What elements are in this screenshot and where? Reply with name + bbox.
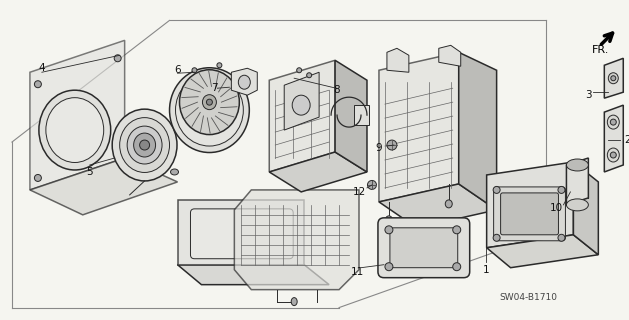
Ellipse shape [170, 169, 179, 175]
Polygon shape [604, 58, 623, 98]
Text: 3: 3 [585, 90, 592, 100]
Ellipse shape [610, 152, 616, 158]
Bar [354, 105, 369, 125]
Polygon shape [567, 158, 588, 205]
Text: FR.: FR. [593, 45, 610, 55]
Text: 9: 9 [376, 143, 382, 153]
Ellipse shape [120, 118, 170, 172]
Text: 5: 5 [86, 167, 93, 177]
Ellipse shape [203, 95, 216, 110]
Ellipse shape [140, 140, 150, 150]
Text: 4: 4 [38, 63, 45, 73]
Polygon shape [177, 200, 304, 265]
Ellipse shape [114, 148, 121, 156]
Polygon shape [379, 52, 459, 202]
Ellipse shape [610, 119, 616, 125]
Ellipse shape [608, 73, 618, 84]
Ellipse shape [453, 263, 460, 271]
Ellipse shape [608, 148, 620, 162]
FancyBboxPatch shape [501, 193, 559, 235]
FancyBboxPatch shape [191, 209, 293, 259]
Ellipse shape [558, 187, 565, 193]
Ellipse shape [307, 73, 311, 78]
Ellipse shape [35, 81, 42, 88]
Text: 11: 11 [350, 267, 364, 277]
Polygon shape [487, 235, 598, 268]
Polygon shape [335, 60, 367, 172]
Polygon shape [30, 40, 125, 190]
Ellipse shape [127, 126, 162, 164]
Ellipse shape [567, 159, 588, 171]
Ellipse shape [114, 55, 121, 62]
Polygon shape [284, 72, 319, 130]
FancyBboxPatch shape [390, 228, 458, 268]
Ellipse shape [385, 263, 393, 271]
Polygon shape [231, 68, 257, 95]
Polygon shape [235, 190, 359, 290]
Ellipse shape [611, 76, 616, 81]
Ellipse shape [453, 226, 460, 234]
Ellipse shape [445, 200, 452, 208]
Ellipse shape [493, 187, 500, 193]
Ellipse shape [493, 234, 500, 241]
Text: 10: 10 [550, 203, 563, 213]
Ellipse shape [567, 199, 588, 211]
Ellipse shape [35, 174, 42, 181]
Text: 7: 7 [211, 83, 218, 93]
Polygon shape [269, 60, 335, 172]
Polygon shape [269, 152, 367, 192]
Polygon shape [379, 184, 497, 228]
Ellipse shape [386, 216, 392, 224]
Ellipse shape [39, 90, 111, 170]
Ellipse shape [367, 180, 376, 189]
Text: 2: 2 [624, 135, 629, 145]
Text: 12: 12 [352, 187, 365, 197]
Polygon shape [459, 52, 497, 210]
Text: 6: 6 [174, 65, 181, 75]
Text: 8: 8 [333, 85, 340, 95]
Text: 1: 1 [482, 265, 489, 275]
Ellipse shape [385, 226, 393, 234]
Polygon shape [604, 105, 623, 172]
Polygon shape [439, 45, 460, 66]
Ellipse shape [291, 298, 297, 306]
FancyBboxPatch shape [378, 218, 470, 278]
Polygon shape [574, 162, 598, 255]
Ellipse shape [608, 115, 620, 129]
Ellipse shape [387, 140, 397, 150]
Ellipse shape [179, 70, 240, 135]
Ellipse shape [170, 68, 249, 153]
Polygon shape [487, 162, 574, 248]
Polygon shape [177, 265, 329, 285]
Polygon shape [387, 48, 409, 72]
Ellipse shape [206, 99, 213, 105]
Ellipse shape [297, 68, 302, 73]
Ellipse shape [192, 68, 197, 73]
Text: SW04-B1710: SW04-B1710 [499, 293, 557, 302]
Ellipse shape [133, 133, 155, 157]
FancyBboxPatch shape [494, 187, 565, 241]
Ellipse shape [292, 95, 310, 115]
Ellipse shape [238, 75, 250, 89]
Ellipse shape [217, 63, 222, 68]
Ellipse shape [46, 98, 104, 163]
Ellipse shape [175, 74, 243, 146]
Ellipse shape [558, 234, 565, 241]
Ellipse shape [112, 109, 177, 181]
Polygon shape [30, 158, 177, 215]
